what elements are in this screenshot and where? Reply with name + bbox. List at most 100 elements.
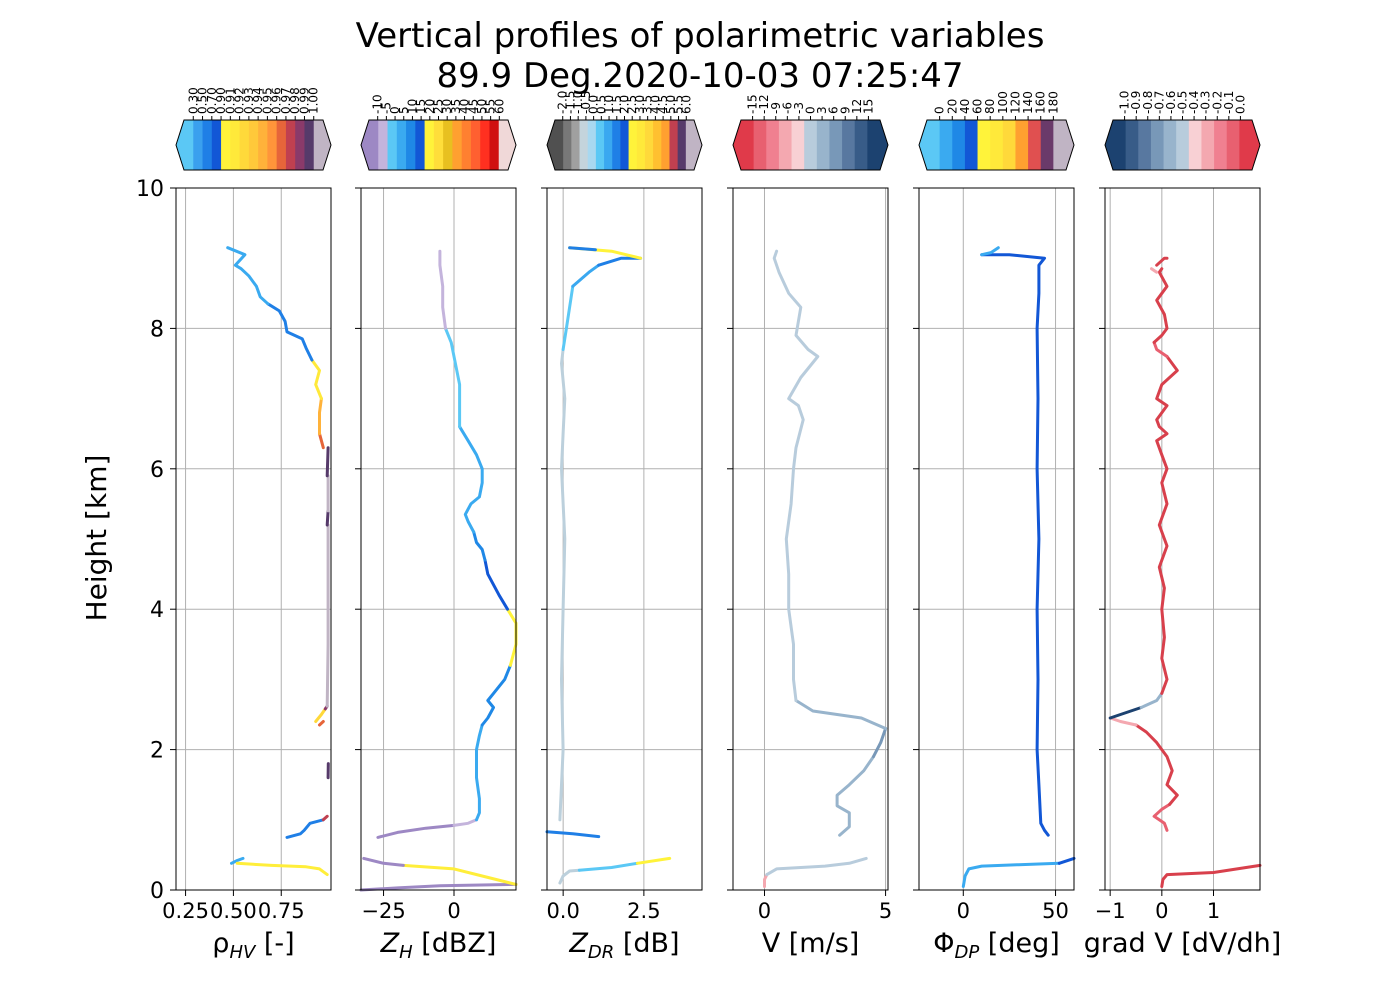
colorbar-tick-label: 6.0 xyxy=(679,95,693,114)
colorbar-tick-label: -6 xyxy=(780,102,794,114)
colorbar-extend-high xyxy=(1066,120,1074,170)
colorbar-tick-label: 60 xyxy=(492,99,506,114)
colorbar-extend-high xyxy=(880,120,888,170)
colorbar-tick-label: 55 xyxy=(484,99,498,114)
x-tick-label: 0 xyxy=(957,899,970,923)
profile-line-segment xyxy=(1134,723,1179,806)
profile-line-segment xyxy=(325,523,330,708)
colorbar-cell xyxy=(766,120,780,170)
y-tick-label: 6 xyxy=(150,458,164,483)
colorbar-tick-label: 1.5 xyxy=(610,95,624,114)
colorbar-outline xyxy=(546,119,703,171)
colorbar-tick-label: 0.96 xyxy=(270,87,284,114)
colorbar-tick-label: -0.3 xyxy=(1199,91,1213,114)
colorbar-tick-label: -1.5 xyxy=(563,91,577,114)
colorbar-cell xyxy=(258,120,268,170)
colorbar-cell xyxy=(248,120,259,170)
y-tick-label: 10 xyxy=(136,177,164,202)
colorbar-outline xyxy=(1104,119,1261,171)
profile-line-segment xyxy=(980,246,1000,257)
profile-line-segment xyxy=(763,873,769,888)
colorbar-extend-low xyxy=(733,120,741,170)
axes-frame xyxy=(360,187,517,891)
profile-line-segment xyxy=(1139,691,1164,709)
profile-line-segment xyxy=(577,861,639,872)
profile-line-segment xyxy=(1057,856,1076,865)
colorbar-tick-label: 5 xyxy=(397,106,411,114)
colorbar-cell xyxy=(433,120,444,170)
profile-line-segment xyxy=(230,856,245,865)
profile-line-segment xyxy=(376,823,456,839)
profile-line-segment xyxy=(1152,267,1169,344)
colorbar-tick-label: 100 xyxy=(996,91,1010,114)
x-tick-label: 5 xyxy=(879,899,892,923)
colorbar-cell xyxy=(221,120,231,170)
profile-line-segment xyxy=(325,509,330,527)
profile-line-segment xyxy=(318,397,323,436)
profile-line-segment xyxy=(506,607,518,667)
colorbar-tick-label: 160 xyxy=(1034,91,1048,114)
profile-line-segment xyxy=(545,830,601,839)
profile-line-segment xyxy=(1150,267,1159,274)
colorbar-cell xyxy=(661,120,670,170)
colorbar-tick-label: 5.0 xyxy=(664,95,678,114)
colorbar-extend-high xyxy=(1252,120,1260,170)
colorbar-tick-label: 120 xyxy=(1008,91,1022,114)
axes-frame xyxy=(918,187,1075,891)
colorbar-cell xyxy=(1150,120,1165,170)
colorbar-cell xyxy=(753,120,767,170)
profile-line-segment xyxy=(359,882,518,892)
x-tick-label: 0.0 xyxy=(546,899,579,923)
colorbar-tick-label: 2.0 xyxy=(618,95,632,114)
profile-line-segment xyxy=(597,256,643,267)
x-axis-label: ρHV [-] xyxy=(212,928,294,963)
colorbar-tick-label: 3.5 xyxy=(641,95,655,114)
x-axis-label: grad V [dV/dh] xyxy=(1084,928,1282,959)
colorbar-cell xyxy=(1028,120,1042,170)
profile-line-segment xyxy=(325,446,330,478)
colorbar-tick-label: 0.98 xyxy=(288,87,302,114)
colorbar-cell xyxy=(415,120,426,170)
colorbar-cell xyxy=(612,120,621,170)
colorbar-tick-label: 20 xyxy=(423,99,437,114)
colorbar-cell xyxy=(927,120,941,170)
colorbar-outline xyxy=(360,119,517,171)
colorbar-tick-label: -12 xyxy=(757,94,771,114)
profile-line-segment xyxy=(1155,256,1169,267)
profile-line-segment xyxy=(321,814,329,822)
colorbar-cell xyxy=(369,120,379,170)
colorbar-tick-label: 35 xyxy=(449,99,463,114)
colorbar-tick-label: 6 xyxy=(827,106,841,114)
profile-line-segment xyxy=(483,558,509,611)
colorbar-tick-label: 0.94 xyxy=(251,87,265,114)
colorbar-tick-label: 2.5 xyxy=(625,95,639,114)
colorbar-cell xyxy=(1214,120,1228,170)
colorbar-tick-label: 15 xyxy=(861,99,875,114)
colorbar-cell xyxy=(563,120,572,170)
profile-line-segment xyxy=(226,246,270,306)
colorbar-tick-label: -9 xyxy=(769,102,783,114)
profile-line-segment xyxy=(571,263,601,288)
colorbar-cell xyxy=(184,120,194,170)
colorbar-tick-label: 50 xyxy=(475,99,489,114)
colorbar-cell xyxy=(424,120,435,170)
colorbar-tick-label: 4.5 xyxy=(656,95,670,114)
colorbar-cell xyxy=(977,120,991,170)
colorbar-extend-high xyxy=(508,120,516,170)
profile-line-segment xyxy=(401,863,518,886)
colorbar-cell xyxy=(1053,120,1067,170)
x-tick-label: −25 xyxy=(361,899,405,923)
colorbar-tick-label: 30 xyxy=(440,99,454,114)
colorbar-tick-label: 0.30 xyxy=(186,87,200,114)
colorbar-tick-label: 9 xyxy=(838,106,852,114)
colorbar-cell xyxy=(571,120,581,170)
profile-line-segment xyxy=(1152,802,1172,832)
colorbar-cell xyxy=(952,120,966,170)
colorbar-tick-label: 0 xyxy=(804,106,818,114)
colorbar-tick-label: 3 xyxy=(815,106,829,114)
profile-line-segment xyxy=(1160,863,1262,888)
colorbar-cell xyxy=(555,120,564,170)
